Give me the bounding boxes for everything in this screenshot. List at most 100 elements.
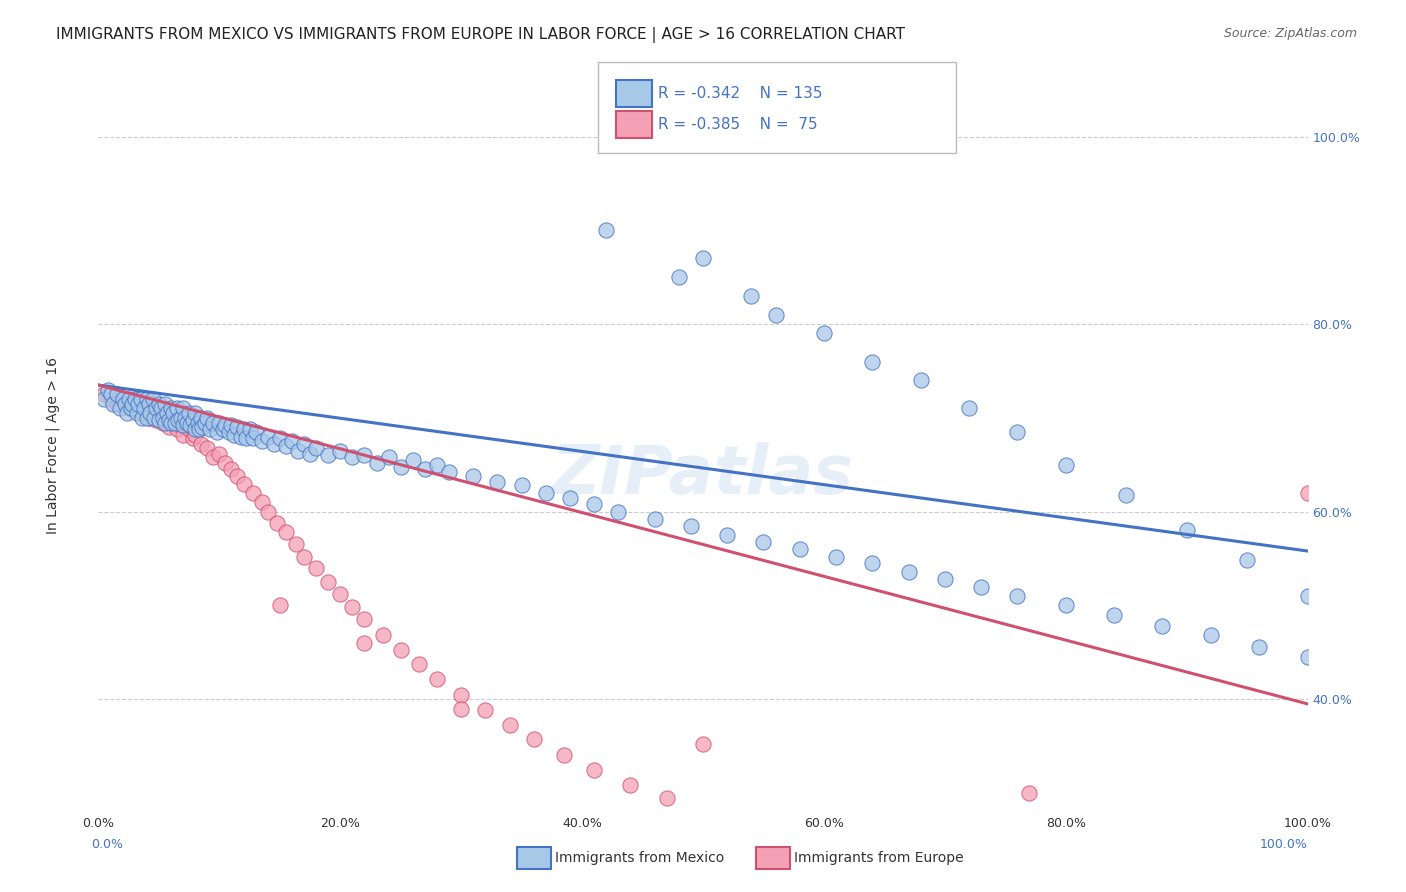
Point: [242, 432, 264, 446]
Point: [860, 354, 883, 368]
Point: [184, 406, 207, 420]
Point: [353, 449, 375, 463]
Point: [523, 731, 546, 746]
Point: [97, 383, 120, 397]
Point: [437, 465, 460, 479]
Point: [166, 401, 188, 416]
Point: [242, 486, 264, 500]
Point: [263, 437, 285, 451]
Point: [1007, 589, 1029, 603]
Point: [139, 406, 162, 420]
Text: R = -0.385    N =  75: R = -0.385 N = 75: [658, 118, 818, 132]
Point: [105, 397, 128, 411]
Point: [153, 397, 176, 411]
Point: [813, 326, 835, 341]
Point: [450, 701, 472, 715]
Point: [1296, 486, 1319, 500]
Point: [135, 401, 157, 416]
Point: [148, 397, 170, 411]
Point: [534, 486, 557, 500]
Point: [138, 410, 160, 425]
Point: [118, 392, 141, 406]
Point: [752, 534, 775, 549]
Text: Immigrants from Mexico: Immigrants from Mexico: [555, 851, 724, 865]
Point: [413, 462, 436, 476]
Point: [134, 406, 156, 420]
Point: [474, 703, 496, 717]
Point: [129, 392, 152, 406]
Point: [214, 456, 236, 470]
Point: [377, 450, 399, 465]
Point: [342, 600, 364, 615]
Point: [117, 406, 139, 420]
Point: [121, 397, 143, 411]
Point: [981, 878, 1004, 892]
Point: [202, 416, 225, 430]
Point: [167, 413, 190, 427]
Point: [194, 416, 217, 430]
Point: [187, 416, 209, 430]
Point: [256, 429, 278, 443]
Point: [221, 462, 243, 476]
Point: [172, 401, 194, 416]
Point: [134, 401, 156, 416]
Point: [101, 397, 124, 411]
Text: ZIPatlas: ZIPatlas: [553, 442, 853, 508]
Point: [142, 403, 165, 417]
Point: [138, 397, 160, 411]
Point: [250, 495, 273, 509]
Point: [160, 413, 183, 427]
Point: [957, 401, 980, 416]
Point: [426, 672, 449, 686]
Point: [226, 469, 249, 483]
Point: [316, 449, 339, 463]
Point: [208, 416, 231, 430]
Point: [153, 410, 176, 425]
Point: [1296, 650, 1319, 665]
Point: [131, 410, 153, 425]
Point: [169, 410, 191, 425]
Text: Immigrants from Europe: Immigrants from Europe: [794, 851, 965, 865]
Point: [181, 432, 204, 446]
Point: [1054, 599, 1077, 613]
Point: [510, 478, 533, 492]
Point: [184, 427, 207, 442]
Point: [402, 453, 425, 467]
Point: [124, 392, 146, 406]
Point: [148, 413, 170, 427]
Point: [208, 446, 231, 460]
Point: [607, 505, 630, 519]
Point: [284, 537, 307, 551]
Point: [222, 427, 245, 442]
Point: [426, 458, 449, 472]
Point: [256, 505, 278, 519]
Point: [181, 413, 204, 427]
Point: [619, 779, 641, 793]
Point: [800, 835, 823, 849]
Point: [93, 392, 115, 406]
Point: [1175, 852, 1198, 866]
Point: [274, 525, 297, 540]
Point: [389, 459, 412, 474]
Point: [226, 420, 249, 434]
Point: [740, 289, 762, 303]
Point: [195, 410, 218, 425]
Point: [825, 549, 848, 564]
Point: [644, 512, 666, 526]
Point: [157, 420, 180, 434]
Point: [1175, 524, 1198, 538]
Point: [100, 392, 122, 406]
Point: [553, 748, 575, 763]
Point: [679, 518, 702, 533]
Point: [174, 410, 197, 425]
Point: [190, 410, 212, 425]
Point: [169, 418, 191, 433]
Text: R = -0.342    N = 135: R = -0.342 N = 135: [658, 87, 823, 101]
Point: [172, 418, 194, 433]
Point: [353, 612, 375, 626]
Text: IMMIGRANTS FROM MEXICO VS IMMIGRANTS FROM EUROPE IN LABOR FORCE | AGE > 16 CORRE: IMMIGRANTS FROM MEXICO VS IMMIGRANTS FRO…: [56, 27, 905, 43]
Point: [145, 413, 167, 427]
Point: [105, 387, 128, 401]
Point: [239, 422, 262, 436]
Point: [108, 401, 131, 416]
